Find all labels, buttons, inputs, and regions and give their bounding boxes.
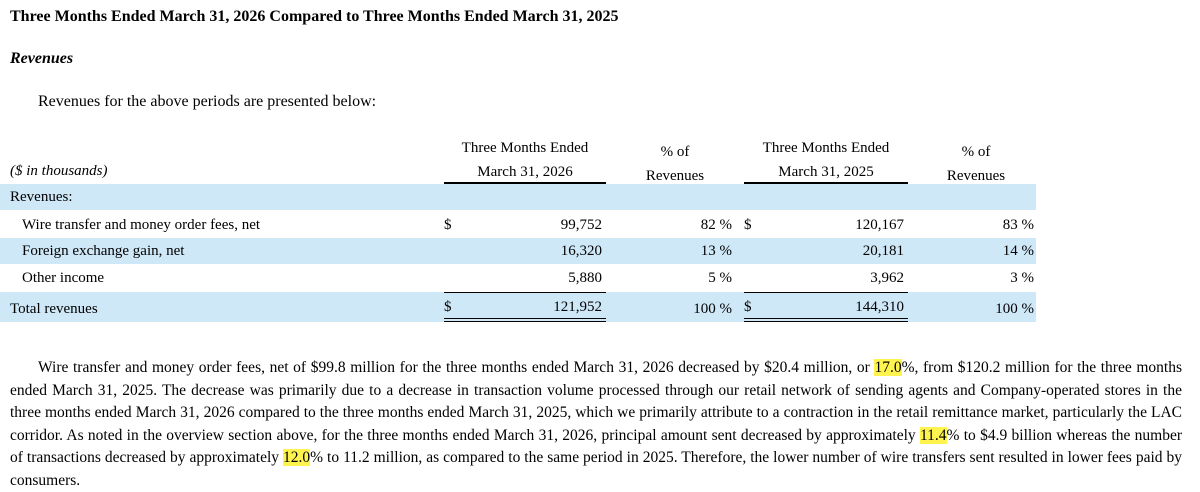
paragraph-text-3: % to $4.9 billion whereas the number of …: [10, 426, 1182, 467]
header-pct-2026: % of Revenues: [630, 140, 720, 188]
total-double-rule-2025-b: [744, 321, 908, 322]
value-2026: 16,320: [560, 243, 602, 259]
row-label: Wire transfer and money order fees, net: [22, 217, 261, 233]
header-pct-2026-line2: Revenues: [645, 168, 705, 184]
total-value-2025: 144,310: [855, 299, 904, 315]
header-2025-line1: Three Months Ended: [762, 140, 890, 156]
pct-2025: 83 %: [1002, 217, 1034, 233]
total-row-band: [0, 292, 1036, 322]
revenues-section-label: Revenues:: [10, 189, 73, 205]
value-2025: 20,181: [862, 243, 904, 259]
header-2025-underline: [744, 182, 908, 185]
header-2026-underline: [444, 182, 606, 185]
total-double-rule-2026-a: [444, 318, 606, 319]
header-2026-line2: March 31, 2026: [477, 164, 573, 180]
highlight-fee-decrease-pct: 17.0: [874, 359, 902, 376]
pct-2026: 5 %: [708, 270, 732, 286]
revenue-discussion-paragraph: Wire transfer and money order fees, net …: [10, 357, 1182, 492]
pct-2025: 3 %: [1010, 270, 1034, 286]
total-value-2026: 121,952: [553, 299, 602, 315]
pct-2026: 13 %: [700, 243, 732, 259]
subtotal-rule-2025: [744, 292, 908, 293]
highlight-transactions-decrease-pct: 12.0: [283, 449, 311, 466]
value-2025: 3,962: [870, 270, 904, 286]
pct-2026: 82 %: [700, 217, 732, 233]
revenues-section-band: [0, 184, 1036, 210]
total-double-rule-2026-b: [444, 321, 606, 322]
intro-text: Revenues for the above periods are prese…: [38, 93, 377, 110]
value-2025: 120,167: [855, 217, 904, 233]
currency-symbol: $: [744, 217, 752, 233]
units-label: ($ in thousands): [10, 163, 108, 179]
row-band-fx: [0, 238, 1036, 264]
header-pct-2025-line2: Revenues: [946, 168, 1006, 184]
total-currency-symbol: $: [444, 299, 452, 315]
header-pct-2025-line1: % of: [961, 144, 991, 160]
header-2025-line2: March 31, 2025: [778, 164, 874, 180]
header-pct-2025: % of Revenues: [930, 140, 1022, 188]
section-heading: Three Months Ended March 31, 2026 Compar…: [10, 8, 619, 25]
highlight-principal-decrease-pct: 11.4: [919, 426, 947, 444]
total-double-rule-2025-a: [744, 318, 908, 319]
header-2026: Three Months Ended March 31, 2026: [444, 136, 606, 184]
pct-2025: 14 %: [1002, 243, 1034, 259]
paragraph-text-4: % to 11.2 million, as compared to the sa…: [10, 449, 1182, 489]
header-pct-2026-line1: % of: [660, 144, 690, 160]
revenues-subheading: Revenues: [10, 50, 74, 67]
row-label: Foreign exchange gain, net: [22, 243, 185, 259]
value-2026: 99,752: [560, 217, 602, 233]
paragraph-text-1: Wire transfer and money order fees, net …: [38, 359, 875, 376]
header-2025: Three Months Ended March 31, 2025: [744, 136, 908, 184]
paragraph-text-2: %, from $120.2 million for the three mon…: [10, 359, 1182, 444]
total-label: Total revenues: [10, 301, 98, 317]
value-2026: 5,880: [568, 270, 602, 286]
total-pct-2026: 100 %: [693, 301, 732, 317]
header-2026-line1: Three Months Ended: [461, 140, 589, 156]
subtotal-rule-2026: [444, 292, 606, 293]
currency-symbol: $: [444, 217, 452, 233]
row-label: Other income: [22, 270, 105, 286]
total-pct-2025: 100 %: [995, 301, 1034, 317]
total-currency-symbol: $: [744, 299, 752, 315]
